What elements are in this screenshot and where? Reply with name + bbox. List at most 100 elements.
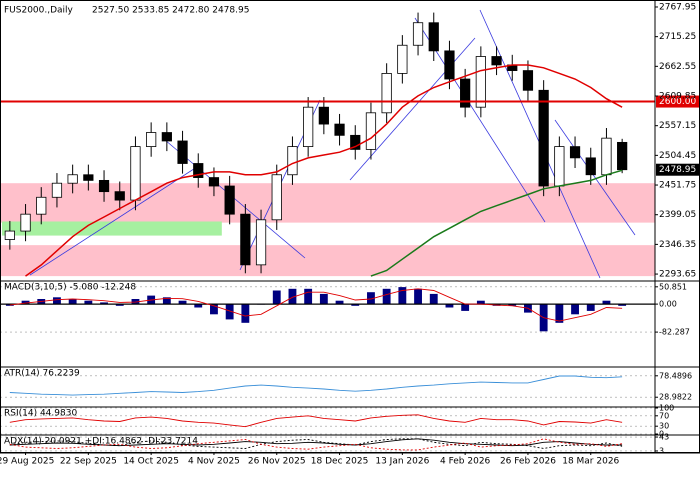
histogram-bar — [335, 300, 344, 305]
candle-body — [412, 22, 424, 46]
histogram-bar — [84, 300, 93, 305]
candle-body — [365, 112, 377, 150]
candle-body — [444, 50, 455, 80]
trend-line — [554, 119, 636, 236]
histogram-bar — [178, 300, 187, 305]
histogram-bar — [618, 304, 627, 306]
y-tick-label: 2715.25 — [659, 32, 696, 42]
candle-body — [67, 174, 78, 184]
histogram-bar — [210, 304, 218, 315]
y-tick-label: 3 — [659, 446, 664, 455]
y-tick-label: 50.851 — [659, 282, 687, 291]
histogram-bar — [21, 300, 30, 305]
y-tick-label: 78.4896 — [659, 371, 692, 380]
histogram-bar — [414, 288, 422, 305]
histogram-bar — [225, 304, 234, 320]
candle-body — [569, 146, 581, 159]
x-tick-label: 18 Mar 2026 — [562, 457, 619, 467]
x-tick-label: 4 Feb 2026 — [440, 457, 491, 467]
candle-body — [130, 146, 141, 201]
candle-body — [428, 22, 439, 52]
histogram-bar — [445, 304, 454, 308]
candle-body — [397, 44, 408, 74]
level-box — [656, 95, 700, 108]
histogram-bar — [351, 304, 360, 306]
y-tick-label: 2399.05 — [659, 210, 696, 220]
candle-body — [303, 106, 314, 148]
histogram-bar — [100, 302, 108, 305]
indicator-line — [370, 169, 623, 277]
y-tick-label: 2346.35 — [659, 240, 696, 250]
histogram-bar — [508, 304, 517, 306]
indicator-line — [9, 375, 623, 396]
candle-body — [20, 213, 31, 232]
zone — [0, 245, 655, 277]
candle-body — [4, 230, 15, 240]
panel-label: RSI(14) 44.9830 — [4, 409, 77, 419]
candle-body — [554, 146, 565, 187]
trend-line — [29, 164, 201, 276]
candle-body — [601, 137, 612, 176]
histogram-bar — [304, 288, 313, 305]
x-tick-label: 22 Sep 2025 — [60, 457, 117, 467]
candle-body — [538, 89, 549, 187]
x-tick-label: 26 Nov 2025 — [248, 457, 306, 467]
y-tick-label: 2504.45 — [659, 151, 696, 161]
candle-body — [617, 141, 628, 171]
histogram-bar — [115, 304, 124, 306]
trend-line — [349, 37, 476, 181]
x-tick-label: 14 Oct 2025 — [123, 457, 179, 467]
y-tick-label: 0.00 — [659, 300, 677, 309]
ohlc: 2527.50 2533.85 2472.80 2478.95 — [92, 6, 249, 16]
last-price-label: 2478.95 — [659, 165, 696, 175]
indicator-line — [9, 414, 623, 428]
histogram-bar — [241, 304, 250, 323]
level-label: 2600.00 — [659, 97, 696, 107]
last-price-box — [656, 163, 700, 176]
histogram-bar — [162, 297, 171, 305]
candle-body — [98, 179, 110, 193]
x-tick-label: 29 Aug 2025 — [0, 457, 54, 467]
y-tick-label: -82.287 — [659, 328, 690, 337]
candle-body — [51, 182, 63, 198]
panel-label: ATR(14) 76.2239 — [4, 369, 80, 379]
candle-body — [83, 174, 94, 181]
candle-body — [255, 219, 267, 266]
histogram-bar — [288, 288, 297, 305]
histogram-bar — [68, 299, 77, 305]
x-tick-label: 13 Jan 2026 — [375, 457, 429, 467]
y-tick-label: 100 — [659, 404, 674, 413]
histogram-bar — [319, 293, 328, 305]
histogram-bar — [602, 300, 611, 305]
histogram-bar — [194, 304, 203, 308]
histogram-bar — [398, 287, 407, 305]
candle-body — [114, 191, 125, 201]
x-tick-label: 4 Nov 2025 — [188, 457, 240, 467]
zone — [2, 221, 222, 236]
candle-body — [193, 163, 204, 178]
y-tick-label: 70 — [659, 411, 669, 420]
candle-body — [585, 157, 596, 176]
indicator-line — [25, 64, 623, 277]
y-tick-label: 30 — [659, 422, 669, 431]
candle-body — [475, 56, 486, 108]
histogram-bar — [571, 304, 579, 315]
histogram-bar — [461, 304, 470, 311]
y-tick-label: 28.9822 — [659, 393, 692, 402]
candle-body — [318, 106, 329, 125]
candle-body — [381, 73, 392, 114]
y-tick-label: 2767.95 — [659, 2, 696, 12]
histogram-bar — [131, 299, 140, 305]
panel-label: ADX(14) 20.0921 +DI:16.4862 -DI:23.7214 — [4, 437, 198, 447]
panel-label: MACD(3,10,5) -5.080 -12.248 — [4, 283, 136, 293]
candle-body — [271, 174, 282, 221]
zone — [0, 183, 655, 223]
indicator-line — [9, 438, 623, 451]
x-tick-label: 26 Feb 2026 — [500, 457, 556, 467]
candle-body — [350, 134, 361, 150]
candle-body — [208, 177, 220, 187]
histogram-bar — [555, 304, 564, 323]
candle-body — [334, 123, 345, 136]
histogram-bar — [382, 288, 391, 305]
